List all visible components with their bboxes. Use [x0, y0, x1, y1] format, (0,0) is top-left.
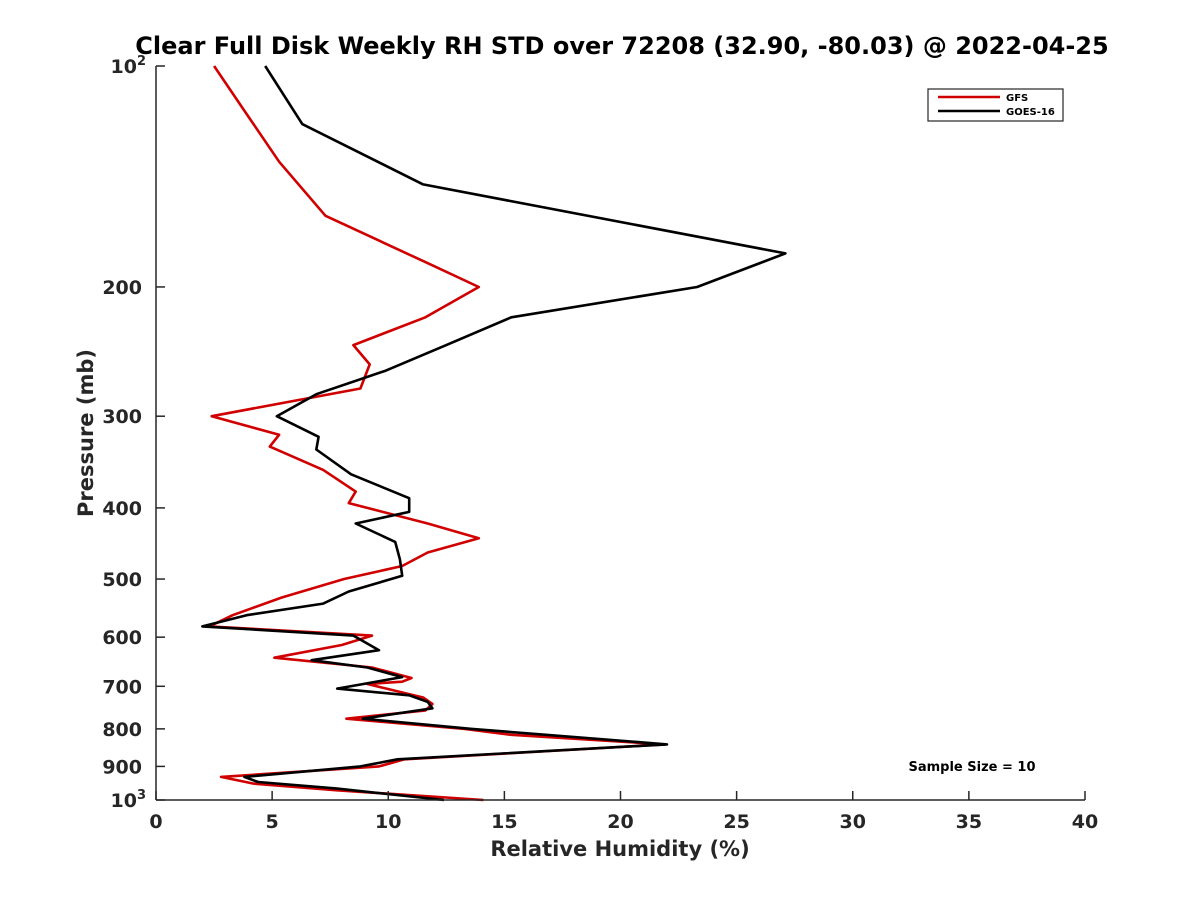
legend: GFS GOES-16 — [927, 88, 1064, 122]
legend-label-gfs: GFS — [1006, 93, 1028, 104]
y-tick-label: 700 — [102, 676, 142, 698]
y-tick-label: 600 — [102, 627, 142, 649]
x-tick-label: 25 — [723, 811, 749, 833]
y-tick-label: 200 — [102, 277, 142, 299]
plot-area — [201, 65, 787, 802]
y-tick-label: 400 — [102, 498, 142, 520]
y-tick-label: 10 — [111, 790, 137, 812]
y-tick-label: 300 — [102, 406, 142, 428]
x-tick-label: 30 — [840, 811, 866, 833]
y-tick-label: 900 — [102, 756, 142, 778]
series-line-gfs — [208, 65, 666, 802]
x-tick-label: 20 — [607, 811, 633, 833]
y-tick-label: 800 — [102, 719, 142, 741]
y-axis-label: Pressure (mb) — [74, 349, 98, 517]
x-tick-label: 0 — [149, 811, 162, 833]
x-tick-label: 35 — [956, 811, 982, 833]
series-line-goes-16 — [201, 65, 787, 802]
y-tick-label: 10 — [111, 56, 137, 78]
y-tick-exponent: 3 — [137, 788, 146, 803]
legend-box — [927, 88, 1064, 122]
legend-label-goes-16: GOES-16 — [1006, 107, 1055, 118]
x-tick-label: 5 — [266, 811, 279, 833]
x-tick-label: 15 — [491, 811, 517, 833]
y-tick-exponent: 2 — [137, 54, 146, 69]
x-axis-label: Relative Humidity (%) — [490, 837, 749, 861]
chart-title: Clear Full Disk Weekly RH STD over 72208… — [135, 32, 1108, 60]
x-tick-label: 10 — [375, 811, 401, 833]
sample-size-annotation: Sample Size = 10 — [908, 760, 1035, 775]
x-tick-label: 40 — [1072, 811, 1098, 833]
y-tick-label: 500 — [102, 569, 142, 591]
